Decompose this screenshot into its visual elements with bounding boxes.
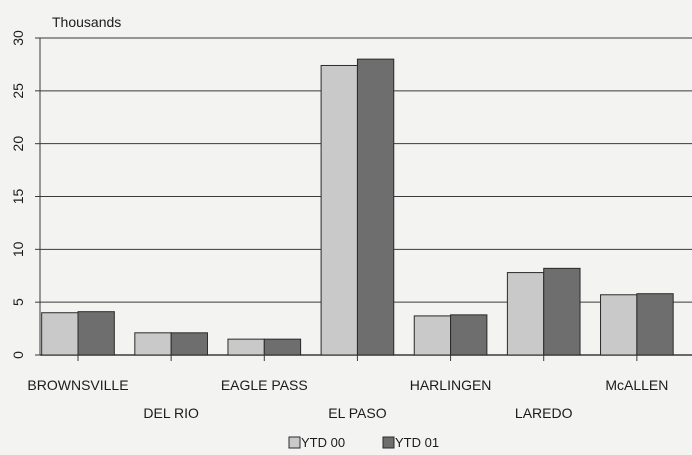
legend: YTD 00 YTD 01 [288,435,439,450]
category-label: EL PASO [328,405,386,421]
bar-ytd-01 [543,267,581,356]
y-tick-label: 20 [10,136,26,152]
y-tick-label: 5 [10,298,26,306]
y-tick-label: 30 [10,30,26,46]
y-tick-label: 0 [10,351,26,359]
legend-swatch [288,436,301,449]
bars [41,58,674,356]
category-label: EAGLE PASS [221,377,308,393]
bar-ytd-01 [356,58,395,356]
bar-ytd-01 [636,293,674,356]
bar-ytd-00 [227,338,265,356]
legend-swatch [382,436,395,449]
bar-ytd-00 [506,272,545,356]
bar-ytd-00 [41,312,79,356]
bar-ytd-01 [450,314,488,356]
y-axis-ticks: 0 5 10 15 20 25 30 [10,30,40,359]
category-label: DEL RIO [143,405,199,421]
y-tick-label: 10 [10,241,26,257]
category-label: McALLEN [605,377,668,393]
bar-ytd-00 [134,332,172,356]
bar-ytd-00 [413,315,452,356]
y-tick-label: 25 [10,83,26,99]
unit-label: Thousands [52,14,121,30]
legend-label: YTD 01 [395,435,439,450]
bar-ytd-00 [320,64,358,356]
legend-label: YTD 00 [301,435,345,450]
bar-ytd-00 [600,294,638,356]
category-label: BROWNSVILLE [27,377,128,393]
bar-ytd-01 [77,311,115,356]
bar-ytd-01 [170,332,208,356]
bar-ytd-01 [263,338,302,356]
category-label: LAREDO [515,405,573,421]
y-tick-label: 15 [10,189,26,205]
category-labels: BROWNSVILLE DEL RIO EAGLE PASS EL PASO HARLI… [27,355,668,421]
category-label: HARLINGEN [410,377,492,393]
